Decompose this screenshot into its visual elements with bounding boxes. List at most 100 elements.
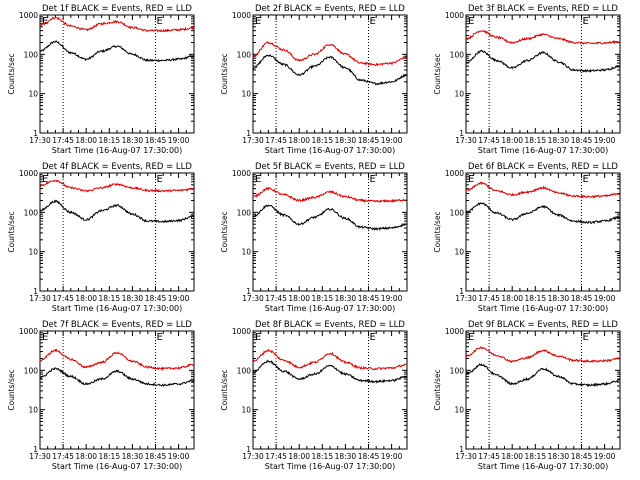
x-axis-label: Start Time (16-Aug-07 17:30:00) — [52, 304, 183, 313]
marker-label: E — [583, 16, 589, 27]
lld-series-line — [39, 16, 194, 33]
x-axis-label: Start Time (16-Aug-07 17:30:00) — [52, 146, 183, 155]
y-tick-label: 1 — [459, 445, 464, 454]
y-tick-label: 1000 — [19, 327, 38, 336]
x-tick-label: 18:15 — [524, 452, 546, 461]
x-tick-label: 18:15 — [311, 452, 333, 461]
x-tick-label: 18:30 — [335, 136, 357, 145]
x-tick-label: 18:30 — [548, 294, 570, 303]
y-tick-label: 1000 — [445, 11, 464, 20]
marker-label: E — [157, 332, 163, 343]
y-tick-label: 10 — [241, 90, 251, 99]
y-axis-label: Counts/sec — [433, 53, 442, 94]
x-tick-label: 18:30 — [122, 294, 144, 303]
x-tick-label: 18:30 — [335, 452, 357, 461]
plot-frame — [252, 330, 408, 450]
x-tick-label: 18:00 — [501, 136, 523, 145]
x-tick-label: 17:45 — [265, 452, 287, 461]
y-tick-label: 1 — [246, 445, 251, 454]
panel-det-8: Det 8f BLACK = Events, RED = LLD 1 10 100 10… — [220, 320, 408, 471]
y-axis-label: Counts/sec — [433, 369, 442, 410]
plot-frame — [39, 330, 195, 450]
x-tick-label: 19:00 — [168, 136, 190, 145]
x-tick-label: 18:45 — [358, 294, 380, 303]
y-axis-label: Counts/sec — [7, 369, 16, 410]
x-axis-label: Start Time (16-Aug-07 17:30:00) — [52, 462, 183, 471]
marker-label: E — [583, 174, 589, 185]
x-axis-label: Start Time (16-Aug-07 17:30:00) — [265, 146, 396, 155]
y-tick-label: 100 — [450, 366, 465, 375]
y-tick-label: 100 — [237, 50, 252, 59]
events-series-line — [465, 362, 620, 388]
marker-label: E — [370, 174, 376, 185]
x-tick-label: 18:45 — [145, 452, 167, 461]
panel-det-7: Det 7f BLACK = Events, RED = LLD 1 10 100 10… — [7, 320, 195, 471]
marker-label: E — [370, 332, 376, 343]
y-tick-label: 10 — [454, 248, 464, 257]
marker-label: E — [468, 174, 474, 185]
panel-det-6: Det 6f BLACK = Events, RED = LLD 1 10 100 10… — [433, 162, 621, 313]
y-tick-label: 100 — [237, 366, 252, 375]
x-tick-label: 19:00 — [168, 294, 190, 303]
x-tick-label: 19:00 — [381, 136, 403, 145]
x-tick-label: 17:30 — [29, 294, 51, 303]
x-tick-label: 18:00 — [75, 136, 97, 145]
x-tick-label: 17:30 — [455, 136, 477, 145]
events-series-line — [465, 201, 620, 225]
x-tick-label: 19:00 — [594, 136, 616, 145]
lld-series-line — [465, 346, 620, 364]
x-tick-label: 17:45 — [52, 452, 74, 461]
y-tick-label: 1 — [459, 129, 464, 138]
lld-series-line — [39, 348, 194, 372]
x-tick-label: 17:45 — [478, 452, 500, 461]
events-series-line — [252, 204, 407, 232]
events-series-line — [252, 53, 407, 86]
y-axis-label: Counts/sec — [7, 211, 16, 252]
events-series-line — [39, 367, 194, 388]
y-tick-label: 1000 — [445, 169, 464, 178]
marker-label: E — [42, 332, 48, 343]
panel-det-2: Det 2f BLACK = Events, RED = LLD 1 10 100 10… — [220, 4, 408, 155]
y-tick-label: 1 — [246, 129, 251, 138]
x-tick-label: 18:30 — [548, 452, 570, 461]
x-tick-label: 17:30 — [242, 136, 264, 145]
y-axis-label: Counts/sec — [7, 53, 16, 94]
panel-title: Det 2f BLACK = Events, RED = LLD — [255, 4, 405, 14]
x-tick-label: 18:45 — [145, 294, 167, 303]
panel-title: Det 9f BLACK = Events, RED = LLD — [468, 320, 618, 330]
x-tick-label: 18:45 — [571, 452, 593, 461]
x-tick-label: 19:00 — [381, 294, 403, 303]
x-tick-label: 17:45 — [478, 294, 500, 303]
lld-series-line — [39, 179, 194, 193]
marker-label: E — [255, 174, 261, 185]
x-tick-label: 18:00 — [501, 452, 523, 461]
x-tick-label: 17:45 — [265, 294, 287, 303]
y-axis-label: Counts/sec — [220, 211, 229, 252]
x-tick-label: 18:45 — [571, 294, 593, 303]
x-tick-label: 17:30 — [242, 452, 264, 461]
x-tick-label: 17:30 — [455, 294, 477, 303]
y-tick-label: 100 — [450, 208, 465, 217]
x-tick-label: 17:30 — [242, 294, 264, 303]
lld-series-line — [253, 186, 407, 204]
panel-title: Det 1f BLACK = Events, RED = LLD — [42, 4, 192, 14]
y-tick-label: 1000 — [232, 11, 251, 20]
y-tick-label: 10 — [454, 90, 464, 99]
x-axis-label: Start Time (16-Aug-07 17:30:00) — [478, 146, 609, 155]
x-tick-label: 18:15 — [98, 136, 120, 145]
x-tick-label: 18:00 — [288, 136, 310, 145]
x-axis-label: Start Time (16-Aug-07 17:30:00) — [265, 462, 396, 471]
x-tick-label: 17:45 — [52, 294, 74, 303]
lld-series-line — [252, 41, 407, 67]
panel-det-3: Det 3f BLACK = Events, RED = LLD 1 10 100 10… — [433, 4, 621, 155]
panel-det-1: Det 1f BLACK = Events, RED = LLD 1 10 100 10… — [7, 4, 195, 155]
events-series-line — [39, 40, 194, 62]
y-tick-label: 1000 — [232, 327, 251, 336]
x-tick-label: 18:15 — [524, 294, 546, 303]
y-tick-label: 1000 — [445, 327, 464, 336]
y-axis-label: Counts/sec — [433, 211, 442, 252]
panel-title: Det 5f BLACK = Events, RED = LLD — [255, 162, 405, 172]
x-tick-label: 19:00 — [594, 452, 616, 461]
x-tick-label: 19:00 — [168, 452, 190, 461]
